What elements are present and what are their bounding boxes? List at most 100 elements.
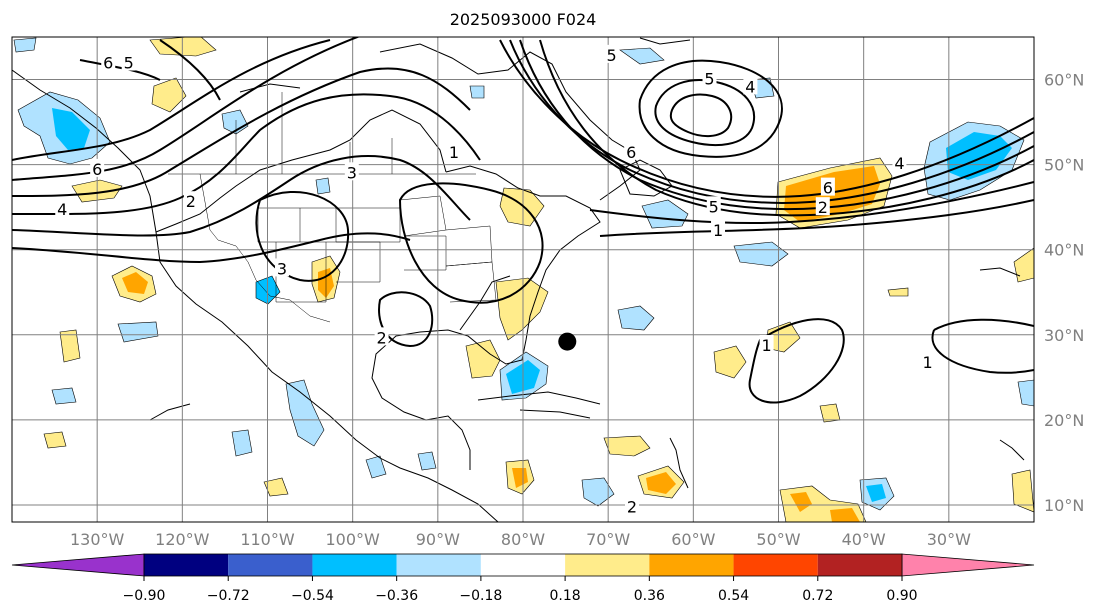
contour-label: 5 [704, 70, 714, 89]
anomaly-patch [830, 508, 860, 522]
colorbar-tick-label: 0.36 [634, 588, 665, 604]
anomaly-patch [512, 468, 528, 488]
colorbar-tick-label: 0.90 [886, 588, 917, 604]
contour-label: 1 [761, 336, 771, 355]
colorbar-swatch [144, 554, 229, 576]
anomaly-patch [469, 85, 485, 99]
colorbar-swatch [312, 554, 397, 576]
contour-label-bg [625, 496, 640, 515]
lon-label: 100°W [325, 530, 380, 549]
colorbar: −0.90 −0.72 −0.54 −0.36 −0.18 0.18 0.36 0.54 0.7… [11, 553, 1035, 604]
contour-label: 2 [377, 328, 387, 347]
contour-label: 1 [922, 353, 932, 372]
anomaly-patch [149, 37, 217, 57]
anomaly-patch [495, 277, 549, 341]
contour-label-bg [90, 158, 105, 177]
anomaly-patch [617, 305, 655, 331]
contour-label-bg [274, 258, 289, 277]
contour-label-bg [624, 141, 639, 160]
lat-label: 20°N [1044, 411, 1084, 430]
anomaly-patch [117, 321, 159, 343]
contour-label-bg [447, 141, 462, 160]
anomaly-patch [1017, 379, 1034, 407]
colorbar-swatch [649, 554, 734, 576]
storm-center-marker [558, 332, 577, 351]
anomaly-patch [790, 492, 812, 512]
anomaly-patch [1011, 469, 1034, 513]
colorbar-tick-label: 0.72 [802, 588, 833, 604]
lat-label: 60°N [1044, 71, 1084, 90]
colorbar-swatch [396, 554, 481, 576]
contour-label-bg [711, 220, 726, 239]
colorbar-swatch [733, 554, 818, 576]
contour-label-bg [820, 177, 835, 196]
anomaly-patch [43, 431, 67, 449]
colorbar-tick-label: −0.72 [207, 588, 250, 604]
colorbar-tick-label: 0.54 [718, 588, 749, 604]
graticule [12, 37, 1034, 522]
colorbar-over-extension [901, 553, 1035, 577]
anomaly-patch [733, 241, 789, 267]
anomaly-patch [417, 451, 437, 471]
colorbar-tick-label: −0.90 [123, 588, 166, 604]
lon-label: 80°W [501, 530, 545, 549]
contour-label-bg [759, 335, 774, 354]
contour-label: 4 [745, 77, 755, 96]
contour-label-bg [604, 44, 619, 63]
contour-label: 1 [713, 221, 723, 240]
colorbar-swatch [480, 554, 566, 576]
contour-label: 5 [606, 46, 616, 65]
anomaly-patch [887, 287, 909, 297]
anomaly-patch [866, 484, 886, 502]
contour-label-bg [815, 197, 830, 216]
contour-label-bg [920, 352, 935, 371]
colorbar-swatch [228, 554, 313, 576]
anomaly-patch [365, 455, 387, 479]
anomaly-patch [1013, 247, 1034, 283]
contour-label-bg [743, 76, 758, 95]
anomaly-patch [59, 329, 81, 363]
anomaly-patch [285, 379, 325, 447]
contour-label: 2 [627, 498, 637, 517]
contour-label: 6 [92, 160, 102, 179]
colorbar-frame [143, 553, 903, 577]
lon-label: 130°W [70, 530, 125, 549]
anomaly-patch [646, 472, 676, 494]
contour-label: 6 [823, 179, 833, 198]
contour-label-bg [55, 198, 70, 217]
colorbar-tick-label: −0.36 [375, 588, 418, 604]
colorbar-tick-label: −0.18 [459, 588, 502, 604]
lon-label: 90°W [416, 530, 460, 549]
lat-label: 10°N [1044, 496, 1084, 515]
anomaly-patch [231, 429, 253, 457]
lon-label: 60°W [671, 530, 715, 549]
contour-label: 6 [626, 143, 636, 162]
lon-label: 30°W [927, 530, 971, 549]
anomaly-patch [713, 345, 747, 379]
colorbar-tick-label: −0.54 [291, 588, 334, 604]
longitude-axis: 130°W 120°W 110°W 100°W 90°W 80°W 70°W 60°W 50°W… [70, 530, 971, 549]
map-title: 2025093000 F024 [450, 10, 597, 29]
contour-label-bg [374, 327, 389, 346]
contour-label-bg [706, 196, 721, 215]
lat-label: 50°N [1044, 156, 1084, 175]
lon-label: 110°W [240, 530, 295, 549]
lon-label: 120°W [155, 530, 210, 549]
colorbar-swatch [565, 554, 650, 576]
contour-label-bg [101, 52, 116, 71]
contour-label: 2 [818, 198, 828, 217]
contour-label-bg [121, 52, 136, 71]
anomaly-patch [13, 37, 37, 53]
anomaly-patch [52, 108, 90, 150]
contour-label-bg [344, 162, 359, 181]
lon-label: 70°W [586, 530, 630, 549]
lon-label: 50°W [756, 530, 800, 549]
anomaly-patch [946, 132, 1012, 180]
colorbar-tick-label: 0.18 [550, 588, 581, 604]
lat-label: 30°N [1044, 326, 1084, 345]
anomaly-patch [603, 435, 651, 457]
shaded-anomaly-field [13, 37, 1034, 522]
colorbar-under-extension [11, 553, 145, 577]
